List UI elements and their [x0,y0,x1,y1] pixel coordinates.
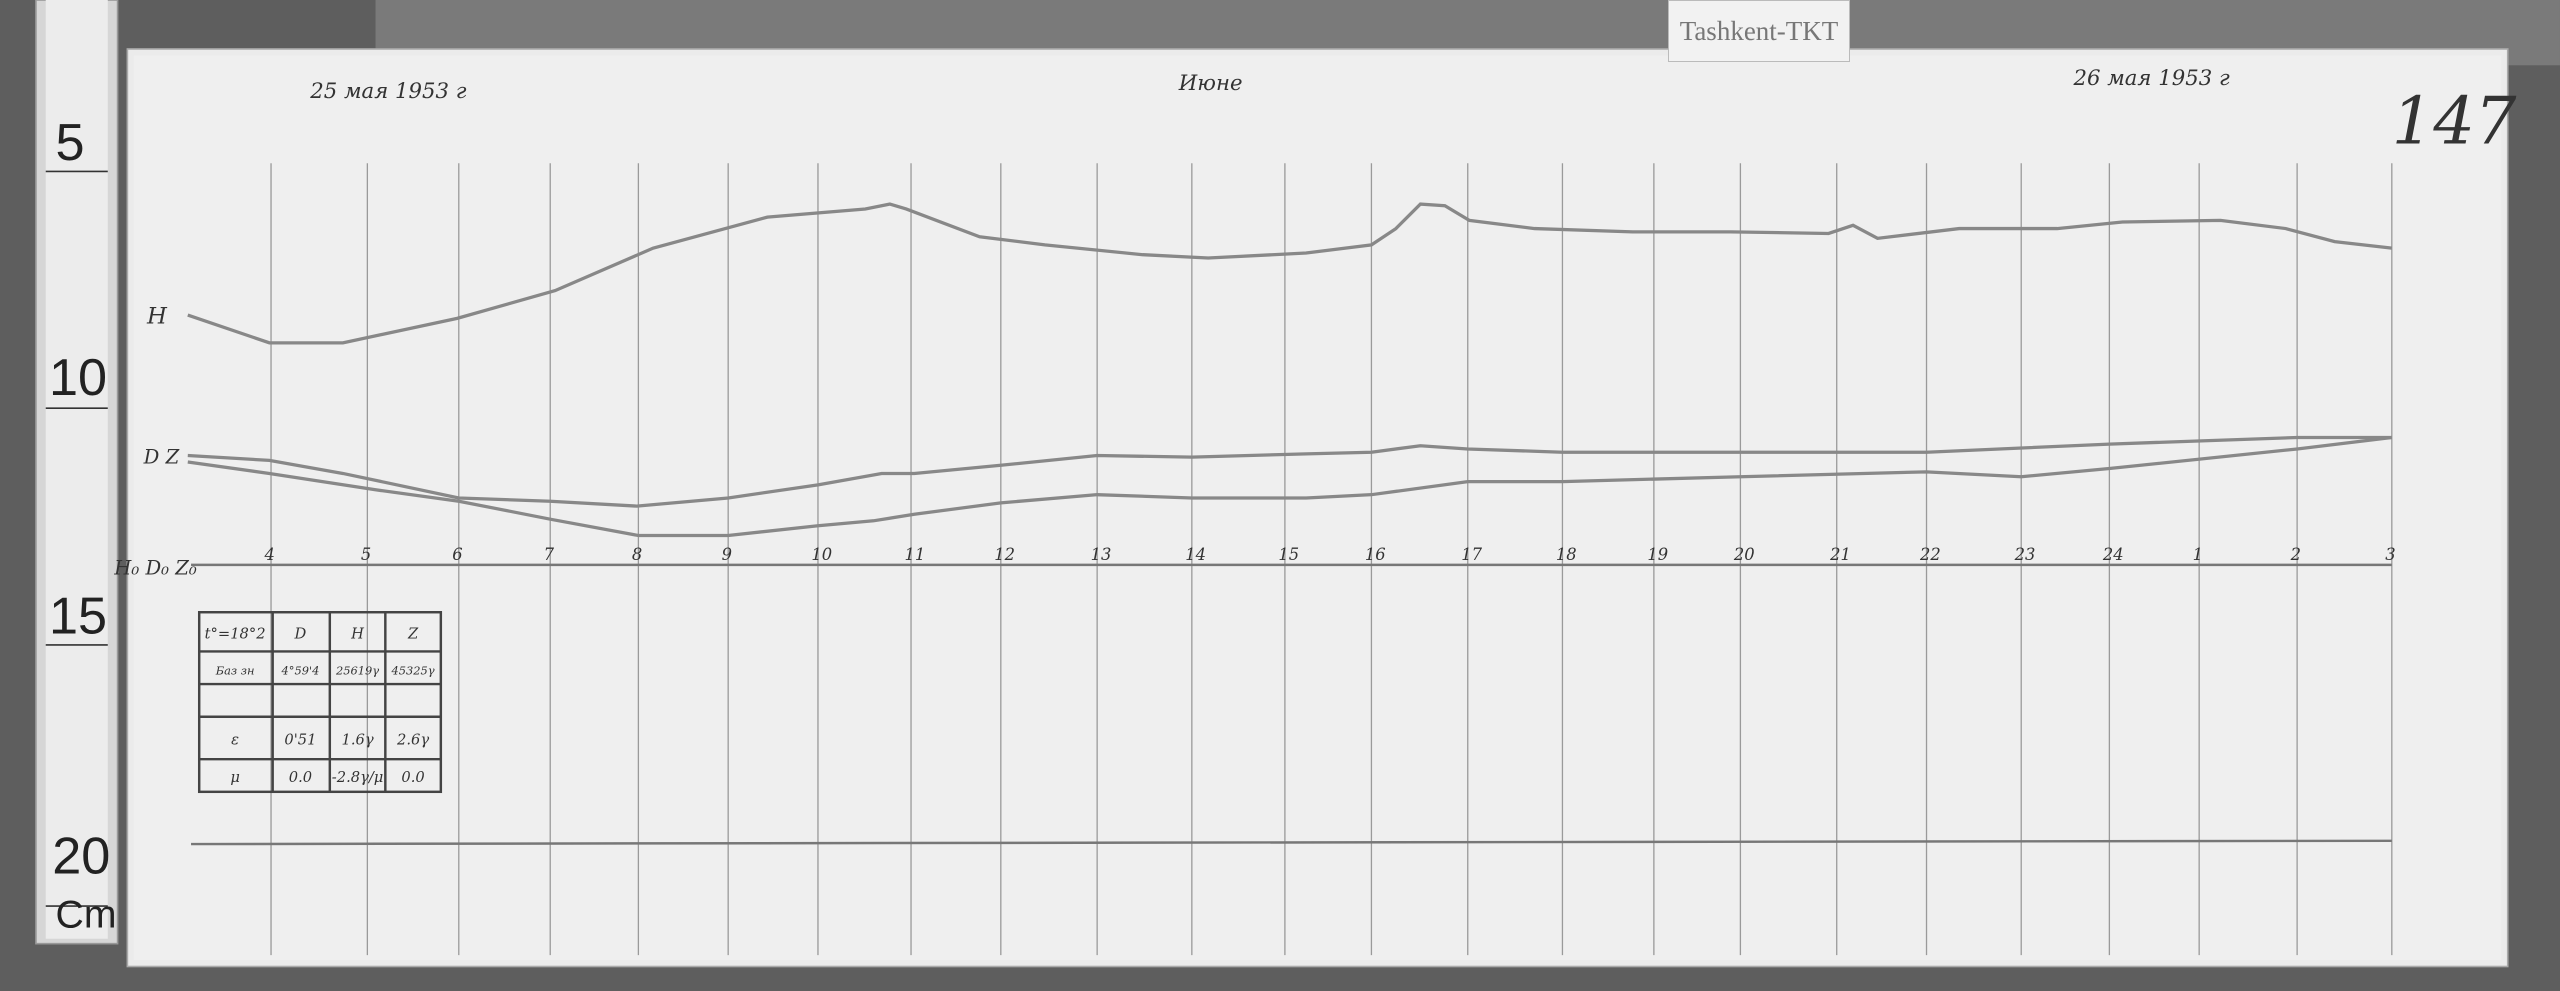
table-cell: μ [230,769,240,786]
hour-label: 16 [1365,545,1386,564]
table-cell: Баз зн [215,663,255,677]
hour-label: 3 [2385,545,2395,564]
table-cell: 0.0 [401,769,424,786]
ruler-unit: Cm [56,893,117,936]
table-cell: t°=18°2 [205,625,266,642]
hour-label: 12 [994,545,1015,564]
table-cell: -2.8γ/μ [332,769,384,786]
hour-label: 22 [1919,545,1941,564]
date-start: 25 мая 1953 г [309,79,467,104]
hour-label: 13 [1091,545,1112,564]
table-cell: 1.6γ [341,731,373,748]
hour-label: 15 [1278,545,1299,564]
hour-label: 24 [2102,545,2124,564]
table-cell: H [350,625,365,642]
trace-dz-label: D Z [143,446,180,469]
hour-label: 10 [811,545,832,564]
table-cell: D [294,625,307,642]
hour-label: 21 [1829,545,1851,564]
hour-label: 4 [264,545,275,564]
table-cell: Z [407,625,419,642]
hour-label: 1 [2193,545,2203,564]
month-note: Июне [1178,71,1243,96]
hour-label: 20 [1733,545,1755,564]
hour-label: 7 [544,545,555,564]
hour-label: 6 [452,545,462,564]
table-cell: 2.6γ [396,731,429,748]
baseline-table [197,611,443,794]
date-end: 26 мая 1953 г [2072,66,2230,91]
bottom-line [191,839,2392,846]
table-cell: 25619γ [335,663,379,677]
table-cell: 4°59'4 [280,663,319,677]
table-cell: ε [231,731,239,748]
trace-d [187,435,2392,508]
hour-label: 17 [1461,545,1482,564]
trace-h [187,202,2392,345]
ruler-mark: 10 [49,349,107,407]
hour-label: 18 [1556,545,1577,564]
sheet-number: 147 [2392,84,2517,160]
table-cell: 0.0 [289,769,312,786]
hour-label: 11 [904,545,925,564]
hour-label: 8 [632,545,642,564]
hour-label: 23 [2014,545,2036,564]
ruler-mark: 15 [49,587,107,645]
baseline-label: H₀ D₀ Z₀ [113,557,197,580]
hour-label: 2 [2290,545,2301,564]
hour-label: 5 [361,545,371,564]
ruler-mark: 5 [56,114,85,172]
ruler-mark: 20 [52,827,110,885]
table-cell: 45325γ [391,663,435,677]
station-label: Tashkent-TKT [1668,0,1850,62]
hour-label: 9 [722,545,732,564]
hour-label: 14 [1185,545,1206,564]
trace-z [187,435,2393,538]
hour-label: 19 [1647,545,1668,564]
trace-h-label: H [146,303,168,329]
table-cell: 0'51 [284,731,316,748]
